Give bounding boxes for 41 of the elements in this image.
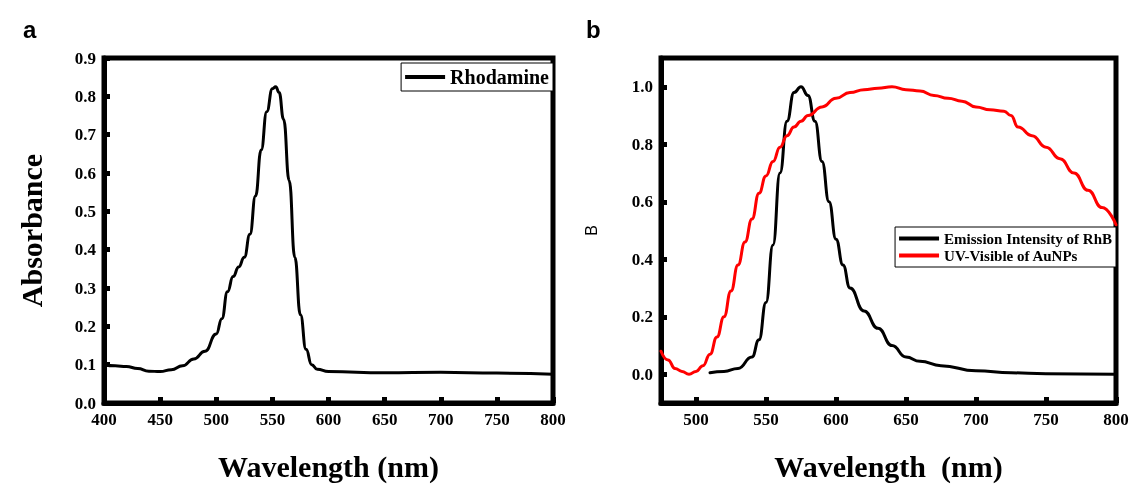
y-tick-label: 1.0 [631, 77, 653, 97]
y-tick-label: 0.4 [74, 240, 97, 260]
y-tick-label: 0.9 [74, 48, 96, 68]
x-tick-label: 800 [1103, 410, 1129, 429]
legend-label: Emission Intensity of RhB [944, 230, 1112, 247]
x-tick-label: 700 [963, 410, 989, 429]
x-tick-label: 700 [428, 410, 454, 429]
y-tick-label: 0.6 [631, 192, 653, 212]
legend-label: UV-Visible of AuNPs [944, 247, 1078, 264]
x-tick-label: 400 [91, 410, 117, 429]
y-tick-label: 0.1 [74, 355, 96, 375]
y-tick-label: 0.4 [631, 249, 654, 269]
x-tick-label: 600 [823, 410, 849, 429]
x-axis-title: Wavelength (nm) [774, 449, 1003, 484]
legend-label: Rhodamine [450, 66, 550, 88]
y-tick-label: 0.6 [74, 163, 96, 183]
x-tick-label: 550 [753, 410, 779, 429]
y-tick-label: 0.2 [631, 307, 653, 327]
x-tick-label: 600 [315, 410, 342, 429]
y-axis-title: Absorbance [14, 153, 48, 308]
x-tick-label: 450 [147, 410, 173, 429]
x-tick-label: 550 [259, 410, 286, 429]
y-tick-label: 0.0 [631, 364, 653, 384]
y-tick-label: 0.0 [74, 393, 96, 413]
y-tick-label: 0.2 [74, 316, 96, 336]
x-tick-label: 750 [484, 410, 510, 429]
x-tick-label: 650 [893, 410, 919, 429]
y-tick-label: 0.3 [74, 278, 96, 298]
x-tick-label: 800 [540, 410, 566, 429]
x-tick-label: 650 [371, 410, 398, 429]
x-tick-label: 500 [683, 410, 709, 429]
y-tick-label: 0.7 [74, 125, 97, 145]
x-tick-label: 750 [1033, 410, 1059, 429]
y-tick-label: 0.5 [74, 201, 96, 221]
chart-title: a [23, 15, 37, 43]
y-tick-label: 0.8 [74, 86, 96, 106]
x-tick-label: 500 [203, 410, 229, 429]
y-axis-title: B [582, 225, 600, 236]
chart-title: b [586, 15, 601, 43]
x-axis-title: Wavelength (nm) [218, 449, 439, 484]
y-tick-label: 0.8 [631, 134, 653, 154]
